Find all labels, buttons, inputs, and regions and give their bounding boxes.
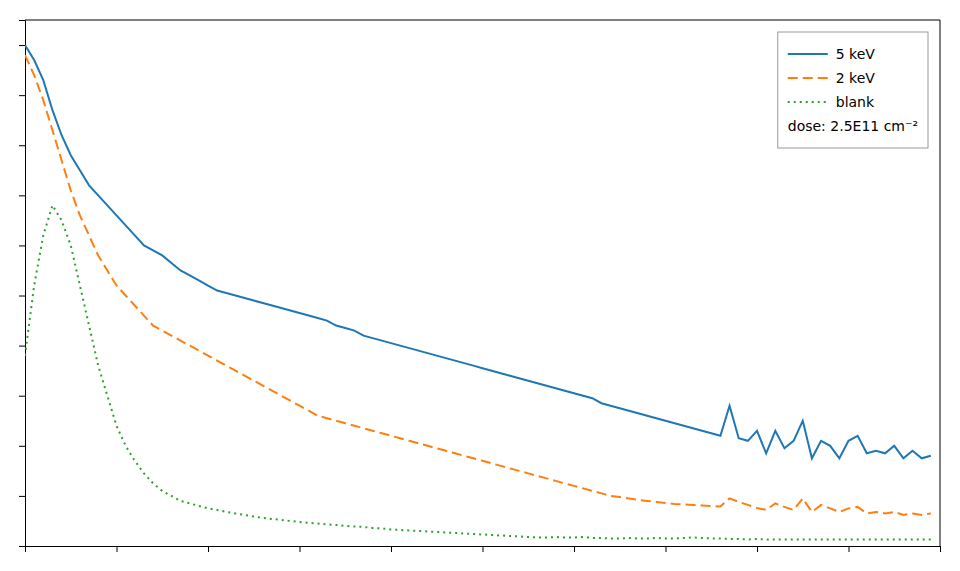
tick-mark: [19, 496, 25, 497]
tick-mark: [19, 346, 25, 347]
tick-mark: [19, 95, 25, 96]
tick: [757, 546, 758, 552]
tick-mark: [19, 45, 25, 46]
tick: [483, 546, 484, 552]
axis-line: [19, 21, 26, 547]
tick-mark: [483, 546, 484, 552]
tick: [19, 346, 25, 347]
tick: [849, 546, 850, 552]
legend-box: [778, 32, 928, 148]
legend-label: 2 keV: [836, 70, 876, 86]
series-line: [25, 205, 931, 539]
tick: [19, 245, 25, 246]
plot: [19, 20, 941, 552]
tick-mark: [666, 546, 667, 552]
tick: [940, 546, 941, 552]
tick-mark: [940, 546, 941, 552]
tick: [19, 496, 25, 497]
frame: [25, 20, 940, 21]
chart: 5 keV 2 keV blank dose: 2.5E11 cm⁻²: [0, 0, 960, 571]
tick: [19, 396, 25, 397]
tick: [666, 546, 667, 552]
tick: [19, 546, 25, 547]
legend-label: blank: [836, 94, 875, 110]
tick-mark: [19, 396, 25, 397]
tick-mark: [19, 546, 25, 547]
tick: [19, 45, 25, 46]
legend-swatch: [788, 77, 828, 79]
tick-mark: [208, 546, 209, 552]
tick-mark: [19, 245, 25, 246]
tick-mark: [19, 296, 25, 297]
tick: [19, 296, 25, 297]
legend-swatch: [788, 53, 828, 55]
legend-swatch: [788, 101, 828, 103]
tick: [391, 546, 392, 552]
tick: [300, 546, 301, 552]
tick: [19, 95, 25, 96]
legend: 5 keV 2 keV blank dose: 2.5E11 cm⁻²: [778, 32, 928, 148]
y-axis: [19, 21, 26, 547]
axis-line: [26, 547, 941, 553]
tick-mark: [849, 546, 850, 552]
tick: [19, 446, 25, 447]
tick: [208, 546, 209, 552]
tick-mark: [300, 546, 301, 552]
x-axis: [26, 546, 941, 552]
lines: [25, 45, 931, 539]
tick-mark: [19, 145, 25, 146]
frame: [940, 20, 941, 546]
tick: [19, 195, 25, 196]
tick-mark: [574, 546, 575, 552]
tick-mark: [19, 446, 25, 447]
tick: [19, 145, 25, 146]
tick-mark: [117, 546, 118, 552]
tick: [574, 546, 575, 552]
tick-mark: [19, 195, 25, 196]
tick-mark: [757, 546, 758, 552]
annotation: dose: 2.5E11 cm⁻²: [788, 118, 918, 134]
tick-mark: [391, 546, 392, 552]
legend-label: 5 keV: [836, 46, 876, 62]
tick: [117, 546, 118, 552]
series-line: [25, 55, 931, 515]
